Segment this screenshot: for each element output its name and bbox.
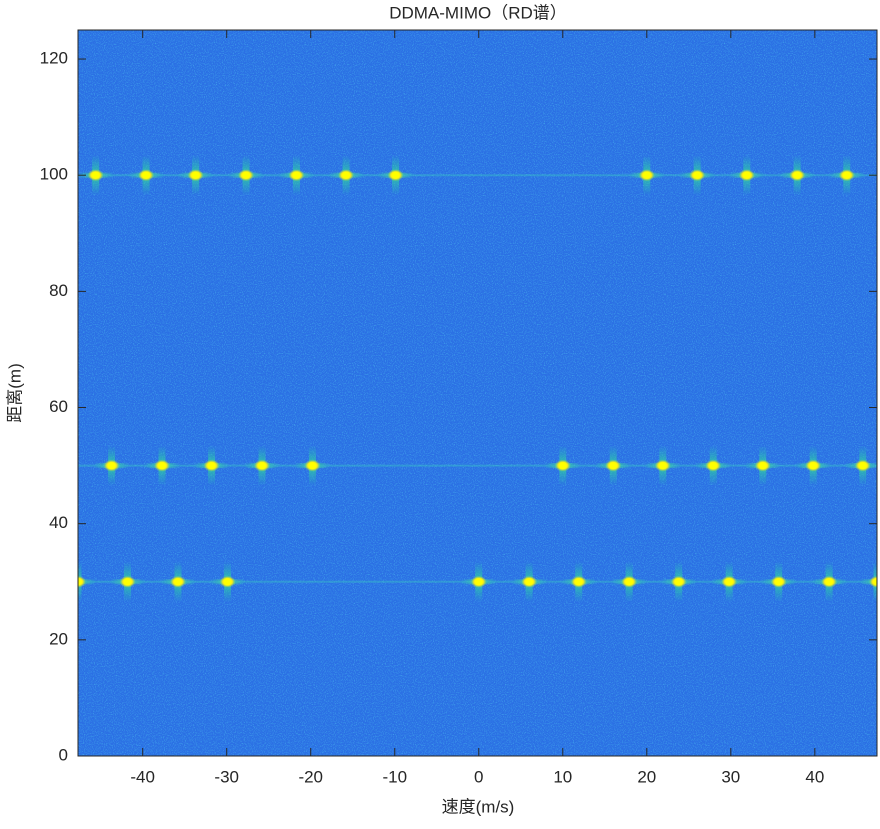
spot-core bbox=[242, 172, 250, 179]
spot-core bbox=[124, 578, 132, 585]
spot-core bbox=[292, 172, 300, 179]
x-tick-label: -40 bbox=[130, 767, 155, 786]
x-tick-label: 30 bbox=[721, 767, 740, 786]
plot-noise bbox=[78, 30, 877, 756]
spot-core bbox=[759, 462, 767, 469]
x-axis-label: 速度(m/s) bbox=[442, 797, 515, 816]
x-tick-label: 10 bbox=[553, 767, 572, 786]
x-tick-label: -10 bbox=[382, 767, 407, 786]
spot-core bbox=[843, 172, 851, 179]
spot-core bbox=[709, 462, 717, 469]
y-tick-label: 100 bbox=[40, 165, 68, 184]
y-tick-label: 120 bbox=[40, 49, 68, 68]
spot-core bbox=[308, 462, 316, 469]
chart-title: DDMA-MIMO（RD谱） bbox=[389, 3, 567, 22]
y-tick-label: 0 bbox=[59, 745, 68, 764]
spot-core bbox=[224, 578, 232, 585]
spot-core bbox=[92, 172, 100, 179]
spot-core bbox=[158, 462, 166, 469]
spot-core bbox=[108, 462, 116, 469]
x-tick-label: 0 bbox=[474, 767, 483, 786]
spot-core bbox=[825, 578, 833, 585]
spot-core bbox=[643, 172, 651, 179]
spot-core bbox=[192, 172, 200, 179]
spot-core bbox=[575, 578, 583, 585]
x-tick-label: 20 bbox=[637, 767, 656, 786]
spot-core bbox=[793, 172, 801, 179]
spot-core bbox=[675, 578, 683, 585]
spot-core bbox=[559, 462, 567, 469]
spot-core bbox=[743, 172, 751, 179]
x-tick-label: -20 bbox=[298, 767, 323, 786]
spot-core bbox=[775, 578, 783, 585]
y-axis-label: 距离(m) bbox=[5, 363, 24, 422]
spot-core bbox=[625, 578, 633, 585]
y-tick-label: 40 bbox=[49, 513, 68, 532]
spot-core bbox=[693, 172, 701, 179]
spot-core bbox=[525, 578, 533, 585]
y-tick-label: 20 bbox=[49, 629, 68, 648]
spot-core bbox=[174, 578, 182, 585]
spot-core bbox=[809, 462, 817, 469]
x-tick-label: -30 bbox=[214, 767, 239, 786]
spot-core bbox=[609, 462, 617, 469]
spot-core bbox=[659, 462, 667, 469]
spot-core bbox=[475, 578, 483, 585]
spot-core bbox=[859, 462, 867, 469]
spot-core bbox=[208, 462, 216, 469]
spot-core bbox=[258, 462, 266, 469]
x-tick-label: 40 bbox=[805, 767, 824, 786]
spot-core bbox=[342, 172, 350, 179]
spot-core bbox=[142, 172, 150, 179]
spot-core bbox=[392, 172, 400, 179]
spot-core bbox=[725, 578, 733, 585]
y-tick-label: 80 bbox=[49, 281, 68, 300]
y-tick-label: 60 bbox=[49, 397, 68, 416]
